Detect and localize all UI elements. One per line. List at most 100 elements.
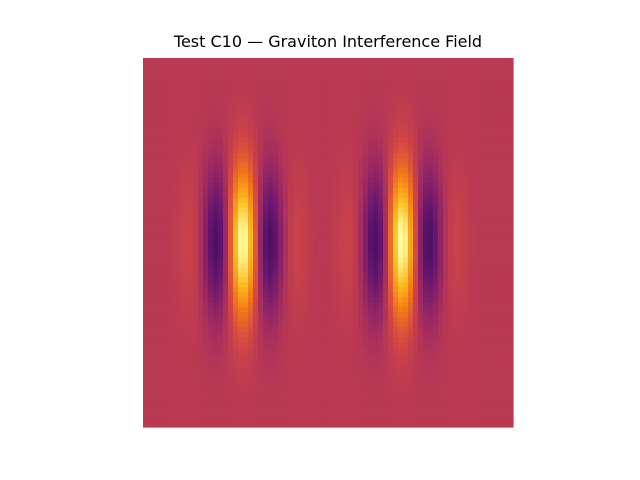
- heatmap-cell: [228, 162, 234, 169]
- heatmap-cell: [408, 237, 414, 244]
- heatmap-cell: [323, 197, 329, 204]
- heatmap-cell: [258, 202, 264, 209]
- heatmap-cell: [423, 382, 429, 388]
- heatmap-cell: [278, 257, 284, 264]
- heatmap-cell: [353, 252, 359, 259]
- heatmap-cell: [143, 58, 149, 64]
- heatmap-cell: [308, 362, 314, 368]
- heatmap-cell: [438, 247, 444, 254]
- heatmap-cell: [198, 87, 204, 94]
- heatmap-cell: [373, 122, 379, 129]
- heatmap-cell: [358, 292, 364, 298]
- heatmap-cell: [408, 202, 414, 209]
- heatmap-cell: [183, 362, 189, 368]
- heatmap-cell: [393, 367, 399, 373]
- heatmap-cell: [183, 322, 189, 328]
- heatmap-cell: [358, 272, 364, 279]
- heatmap-cell: [448, 172, 454, 179]
- heatmap-cell: [488, 192, 494, 199]
- heatmap-cell: [223, 197, 229, 204]
- heatmap-cell: [348, 137, 354, 144]
- heatmap-cell: [298, 182, 304, 189]
- heatmap-cell: [378, 247, 384, 254]
- heatmap-cell: [233, 332, 239, 338]
- heatmap-cell: [423, 217, 429, 224]
- heatmap-cell: [398, 142, 404, 149]
- heatmap-cell: [448, 102, 454, 109]
- heatmap-cell: [328, 352, 334, 358]
- heatmap-cell: [168, 222, 174, 229]
- heatmap-cell: [268, 327, 274, 333]
- heatmap-cell: [438, 372, 444, 378]
- heatmap-cell: [153, 132, 159, 139]
- heatmap-cell: [428, 247, 434, 254]
- heatmap-cell: [418, 222, 424, 229]
- heatmap-cell: [298, 262, 304, 269]
- heatmap-cell: [443, 142, 449, 149]
- heatmap-cell: [263, 187, 269, 194]
- heatmap-cell: [348, 302, 354, 308]
- heatmap-cell: [378, 322, 384, 328]
- heatmap-cell: [423, 172, 429, 179]
- heatmap-cell: [218, 207, 224, 214]
- heatmap-cell: [348, 272, 354, 279]
- heatmap-cell: [258, 97, 264, 104]
- heatmap-cell: [158, 102, 164, 109]
- heatmap-cell: [268, 62, 274, 69]
- heatmap-cell: [228, 382, 234, 388]
- heatmap-cell: [408, 312, 414, 318]
- heatmap-cell: [153, 87, 159, 94]
- heatmap-cell: [493, 382, 499, 388]
- heatmap-cell: [273, 147, 279, 154]
- heatmap-cell: [358, 287, 364, 293]
- heatmap-cell: [308, 202, 314, 209]
- heatmap-cell: [283, 332, 289, 338]
- heatmap-cell: [278, 187, 284, 194]
- heatmap-cell: [443, 157, 449, 164]
- heatmap-cell: [443, 387, 449, 393]
- heatmap-cell: [313, 247, 319, 254]
- heatmap-cell: [468, 332, 474, 338]
- heatmap-cell: [168, 312, 174, 318]
- heatmap-cell: [303, 257, 309, 264]
- heatmap-cell: [343, 172, 349, 179]
- heatmap-cell: [223, 317, 229, 323]
- heatmap-cell: [388, 167, 394, 174]
- heatmap-cell: [483, 367, 489, 373]
- heatmap-cell: [238, 212, 244, 219]
- heatmap-cell: [188, 177, 194, 184]
- heatmap-cell: [308, 102, 314, 109]
- heatmap-cell: [263, 122, 269, 129]
- heatmap-cell: [293, 58, 299, 64]
- heatmap-cell: [448, 242, 454, 249]
- heatmap-cell: [453, 272, 459, 279]
- heatmap-cell: [373, 77, 379, 84]
- heatmap-cell: [373, 207, 379, 214]
- heatmap-cell: [163, 147, 169, 154]
- heatmap-cell: [303, 272, 309, 279]
- heatmap-cell: [498, 132, 504, 139]
- heatmap-cell: [383, 132, 389, 139]
- heatmap-cell: [303, 357, 309, 363]
- heatmap-cell: [328, 157, 334, 164]
- heatmap-cell: [338, 137, 344, 144]
- heatmap-cell: [143, 92, 149, 99]
- heatmap-cell: [393, 82, 399, 89]
- heatmap-cell: [383, 277, 389, 283]
- heatmap-cell: [213, 357, 219, 363]
- heatmap-cell: [478, 197, 484, 204]
- heatmap-cell: [248, 327, 254, 333]
- heatmap-cell: [498, 287, 504, 293]
- heatmap-cell: [178, 227, 184, 234]
- heatmap-cell: [278, 372, 284, 378]
- heatmap-cell: [468, 347, 474, 353]
- heatmap-cell: [423, 372, 429, 378]
- heatmap-cell: [483, 67, 489, 74]
- heatmap-cell: [188, 87, 194, 94]
- heatmap-cell: [308, 137, 314, 144]
- heatmap-cell: [433, 307, 439, 313]
- heatmap-cell: [223, 122, 229, 129]
- heatmap-cell: [268, 312, 274, 318]
- heatmap-cell: [343, 167, 349, 174]
- heatmap-cell: [273, 87, 279, 94]
